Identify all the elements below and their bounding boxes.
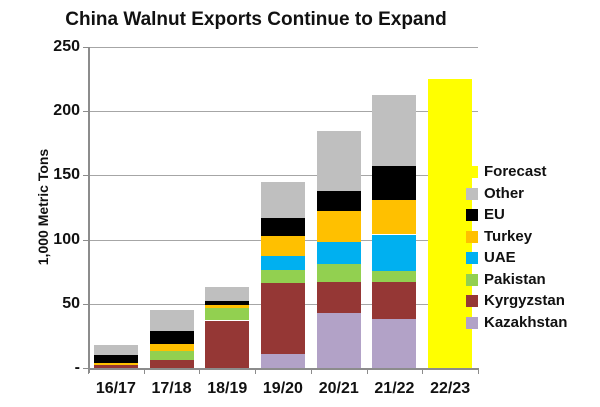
y-tick-label: 250 (53, 38, 80, 55)
x-axis-tick (88, 368, 89, 374)
y-tick-label: 100 (53, 230, 80, 248)
y-axis-label: 1,000 Metric Tons (35, 148, 51, 266)
x-tick-label: 17/18 (151, 380, 192, 397)
x-axis-tick (143, 368, 145, 374)
bar-segment-eu-21-22 (372, 166, 417, 200)
bar-segment-eu-19-20 (261, 217, 305, 236)
bar-segment-uae-21-22 (372, 234, 417, 271)
bar-segment-kyrgyzstan-17-18 (149, 360, 194, 368)
y-axis-tick (83, 111, 88, 113)
bar-segment-forecast-22-23 (428, 79, 473, 368)
bar-segment-other-19-20 (261, 181, 305, 218)
x-tick-label: 20/21 (318, 380, 359, 397)
legend-swatch-kazakhstan (466, 316, 478, 329)
legend-swatch-turkey (466, 230, 478, 243)
bar-segment-turkey-21-22 (372, 199, 417, 235)
legend-label: UAE (484, 249, 516, 266)
legend-label: Pakistan (484, 270, 546, 288)
bar-segment-pakistan-21-22 (372, 270, 417, 282)
bar-segment-eu-17-18 (149, 330, 194, 344)
x-axis-line (88, 368, 478, 370)
x-tick-label: 19/20 (262, 380, 303, 397)
x-tick-label: 22/23 (430, 380, 471, 397)
bar-segment-uae-19-20 (261, 256, 305, 271)
legend-swatch-eu (466, 209, 478, 221)
gridline (88, 47, 478, 48)
bar-segment-pakistan-19-20 (261, 270, 305, 284)
bar-segment-turkey-20-21 (316, 211, 361, 243)
bar-segment-pakistan-17-18 (149, 351, 194, 361)
x-axis-tick (255, 368, 257, 374)
bar-segment-kazakhstan-21-22 (372, 319, 417, 368)
legend-label: Kazakhstan (484, 313, 568, 331)
x-tick-label: 21/22 (374, 380, 415, 397)
y-axis-tick (83, 175, 88, 177)
legend-swatch-uae (466, 252, 478, 264)
bar-segment-turkey-17-18 (149, 343, 194, 352)
bar-segment-kyrgyzstan-18-19 (205, 320, 250, 368)
y-tick-label: 50 (62, 294, 80, 312)
legend-swatch-pakistan (466, 273, 478, 286)
y-axis-tick (83, 47, 88, 48)
y-tick-label: 200 (53, 102, 80, 120)
y-axis-line (88, 47, 90, 373)
bar-segment-pakistan-18-19 (205, 307, 250, 321)
x-axis-tick (422, 368, 424, 374)
legend-swatch-other (466, 187, 478, 200)
x-tick-label: 18/19 (207, 380, 248, 397)
bar-segment-turkey-16-17 (93, 362, 138, 366)
bar-segment-other-20-21 (316, 130, 361, 191)
legend-label: Forecast (484, 163, 547, 180)
bar-segment-eu-16-17 (93, 355, 138, 363)
gridline (88, 175, 478, 177)
bar-segment-kyrgyzstan-16-17 (93, 365, 138, 368)
gridline (88, 111, 478, 113)
y-tick-label: - (74, 359, 80, 376)
bar-segment-kyrgyzstan-19-20 (261, 283, 305, 354)
y-axis-tick (83, 303, 88, 305)
bar-segment-other-21-22 (372, 94, 417, 167)
bar-segment-uae-20-21 (316, 242, 361, 264)
y-axis-tick (83, 368, 88, 369)
chart-title: China Walnut Exports Continue to Expand (65, 9, 447, 30)
x-axis-tick (310, 368, 312, 374)
bar-segment-kazakhstan-20-21 (316, 312, 361, 368)
bar-segment-other-17-18 (149, 310, 194, 331)
bar-segment-other-16-17 (93, 344, 138, 356)
legend-label: EU (484, 206, 505, 223)
x-axis-tick (366, 368, 368, 374)
x-axis-tick (199, 368, 201, 374)
bar-segment-kyrgyzstan-21-22 (372, 282, 417, 320)
bar-segment-other-18-19 (205, 287, 250, 302)
legend-label: Turkey (484, 227, 533, 245)
bar-segment-pakistan-20-21 (316, 264, 361, 282)
y-axis-tick (83, 239, 88, 241)
legend-label: Other (484, 184, 525, 202)
bar-segment-eu-18-19 (205, 301, 250, 306)
bar-segment-turkey-18-19 (205, 305, 250, 308)
y-tick-label: 150 (53, 166, 80, 184)
x-axis-tick (478, 368, 479, 374)
legend-swatch-kyrgyzstan (466, 295, 478, 307)
x-tick-label: 16/17 (95, 380, 136, 397)
legend-label: Kyrgyzstan (484, 292, 565, 309)
bar-segment-turkey-19-20 (261, 235, 305, 257)
bar-segment-eu-20-21 (316, 190, 361, 212)
bar-segment-kyrgyzstan-20-21 (316, 282, 361, 313)
bar-segment-kazakhstan-19-20 (261, 353, 305, 368)
legend-swatch-forecast (466, 166, 478, 178)
